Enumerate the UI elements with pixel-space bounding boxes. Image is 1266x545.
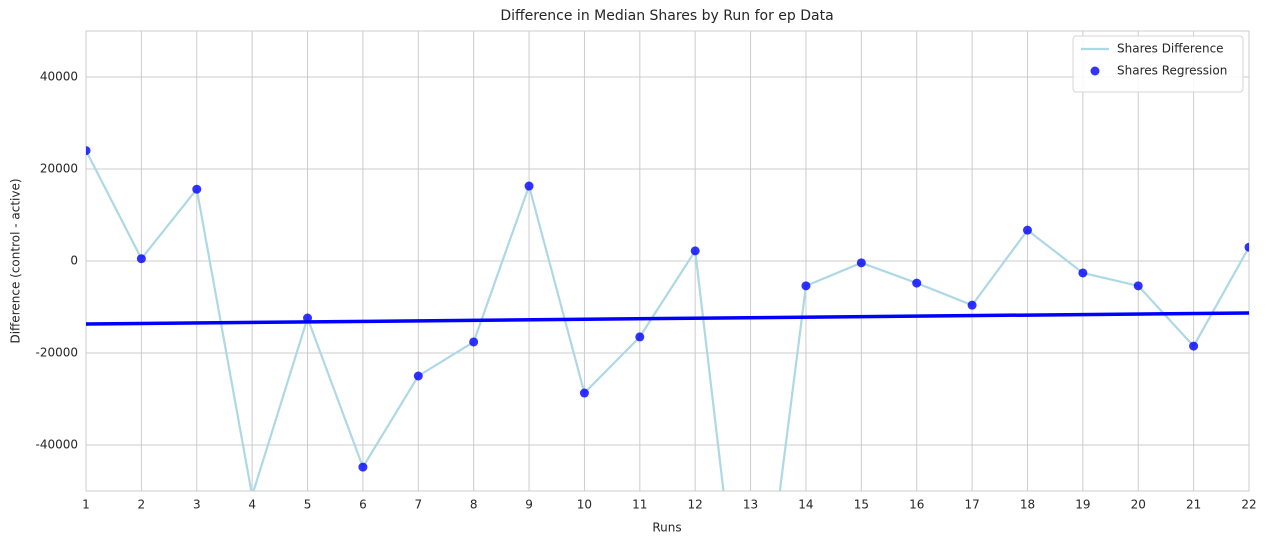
data-point xyxy=(967,300,977,310)
y-tick-label: -20000 xyxy=(35,346,78,360)
y-tick-label: -40000 xyxy=(35,438,78,452)
x-tick-label: 2 xyxy=(138,498,146,512)
x-tick-label: 10 xyxy=(577,498,592,512)
plot-frame xyxy=(85,30,1250,492)
legend-box xyxy=(1072,35,1244,93)
y-tick-label: 0 xyxy=(70,254,78,268)
data-point xyxy=(1133,281,1143,291)
data-point xyxy=(801,281,811,291)
x-tick-label: 19 xyxy=(1075,498,1090,512)
chart-title: Difference in Median Shares by Run for e… xyxy=(500,8,833,24)
data-point xyxy=(192,184,202,194)
x-tick-label: 13 xyxy=(743,498,758,512)
x-tick-label: 8 xyxy=(470,498,478,512)
data-point xyxy=(579,388,589,398)
x-tick-label: 3 xyxy=(193,498,201,512)
y-tick-label: 20000 xyxy=(40,162,78,176)
x-axis-label: Runs xyxy=(652,521,681,535)
plot-area xyxy=(86,146,1249,491)
x-tick-label: 18 xyxy=(1020,498,1035,512)
y-axis-label: Difference (control - active) xyxy=(9,178,23,343)
x-tick-label: 9 xyxy=(525,498,533,512)
data-point xyxy=(1022,225,1032,235)
data-point xyxy=(136,254,146,264)
data-point xyxy=(1189,341,1199,351)
data-point xyxy=(524,181,534,191)
data-point xyxy=(1244,242,1249,252)
x-tick-label: 11 xyxy=(632,498,647,512)
data-point xyxy=(912,278,922,288)
x-tick-label: 5 xyxy=(304,498,312,512)
data-point xyxy=(635,332,645,342)
data-line xyxy=(86,150,1249,491)
x-tick-label: 21 xyxy=(1186,498,1201,512)
data-point xyxy=(469,337,479,347)
legend-label: Shares Regression xyxy=(1117,64,1227,78)
x-tick-label: 16 xyxy=(909,498,924,512)
x-tick-label: 14 xyxy=(798,498,813,512)
x-tick-label: 6 xyxy=(359,498,367,512)
data-point xyxy=(86,146,91,156)
regression-line xyxy=(86,311,1249,326)
data-point xyxy=(358,462,368,472)
data-point xyxy=(413,371,423,381)
data-point xyxy=(303,313,313,323)
x-tick-label: 7 xyxy=(414,498,422,512)
legend-swatch xyxy=(1090,66,1100,76)
x-tick-label: 22 xyxy=(1241,498,1256,512)
data-point xyxy=(856,258,866,268)
data-point xyxy=(690,246,700,256)
x-tick-label: 1 xyxy=(82,498,90,512)
x-tick-label: 17 xyxy=(964,498,979,512)
data-point xyxy=(1078,268,1088,278)
x-tick-label: 15 xyxy=(854,498,869,512)
legend-label: Shares Difference xyxy=(1117,42,1224,56)
x-tick-label: 20 xyxy=(1131,498,1146,512)
y-tick-label: 40000 xyxy=(40,70,78,84)
x-tick-label: 12 xyxy=(688,498,703,512)
x-tick-label: 4 xyxy=(248,498,256,512)
